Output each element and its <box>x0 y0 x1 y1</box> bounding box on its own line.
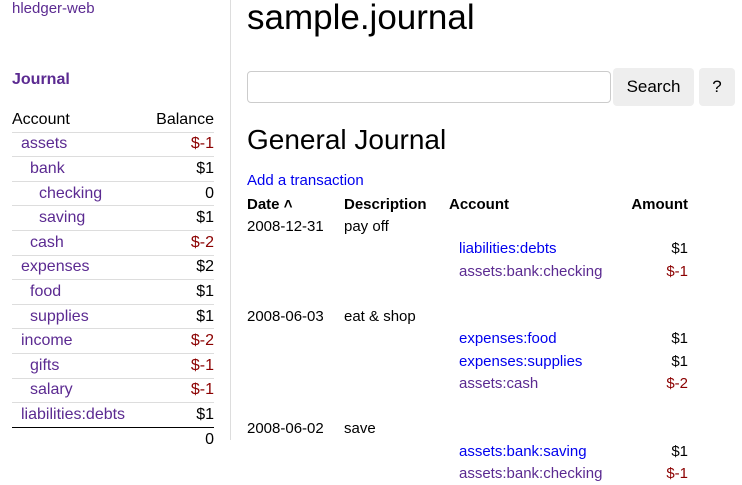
posting-row: expenses:food $1 <box>247 328 688 351</box>
account-link[interactable]: saving <box>39 209 85 226</box>
account-link[interactable]: liabilities:debts <box>21 406 125 423</box>
page-title: sample.journal <box>247 0 475 38</box>
total-balance: 0 <box>146 427 214 451</box>
account-row: gifts $-1 <box>12 353 214 378</box>
account-row: liabilities:debts $1 <box>12 403 214 428</box>
account-row: assets $-1 <box>12 132 214 157</box>
posting-amount: $1 <box>614 350 688 373</box>
journal-link[interactable]: Journal <box>12 71 70 89</box>
account-row: bank $1 <box>12 157 214 182</box>
journal-heading: General Journal <box>247 124 446 156</box>
account-row: supplies $1 <box>12 304 214 329</box>
posting-account-link[interactable]: assets:bank:checking <box>459 263 602 280</box>
posting-amount: $1 <box>614 238 688 261</box>
account-balance: $-1 <box>146 378 214 403</box>
spacer-row <box>247 283 688 306</box>
search-input[interactable] <box>247 71 611 103</box>
account-row: cash $-2 <box>12 230 214 255</box>
transaction-date: 2008-06-02 <box>247 418 344 441</box>
posting-row: assets:cash $-2 <box>247 373 688 396</box>
account-balance: $1 <box>146 280 214 305</box>
account-link[interactable]: gifts <box>30 357 59 374</box>
spacer-row <box>247 395 688 418</box>
date-header[interactable]: Date ˄ <box>247 194 344 215</box>
account-balance: $1 <box>146 206 214 231</box>
account-row: saving $1 <box>12 206 214 231</box>
total-label <box>12 427 146 451</box>
balance-header: Balance <box>146 108 214 132</box>
account-link[interactable]: checking <box>39 185 102 202</box>
account-row: expenses $2 <box>12 255 214 280</box>
account-row: salary $-1 <box>12 378 214 403</box>
posting-amount: $1 <box>614 328 688 351</box>
account-link[interactable]: assets <box>21 135 67 152</box>
transaction-description: pay off <box>344 215 688 238</box>
posting-account-link[interactable]: assets:bank:checking <box>459 465 602 482</box>
total-row: 0 <box>12 427 214 451</box>
posting-account-link[interactable]: assets:cash <box>459 375 538 392</box>
account-link[interactable]: food <box>30 283 61 300</box>
account-balance: $2 <box>146 255 214 280</box>
account-link[interactable]: cash <box>30 234 64 251</box>
posting-row: assets:bank:saving $1 <box>247 440 688 463</box>
account-row: income $-2 <box>12 329 214 354</box>
posting-row: expenses:supplies $1 <box>247 350 688 373</box>
account-balance: $1 <box>146 157 214 182</box>
amount-header: Amount <box>614 194 688 215</box>
transaction-description: eat & shop <box>344 305 688 328</box>
transaction-description: save <box>344 418 688 441</box>
help-button[interactable]: ? <box>699 68 735 106</box>
date-header-label: Date <box>247 196 280 213</box>
posting-amount: $-1 <box>614 260 688 283</box>
accounts-table: Account Balance assets $-1 bank $1 checking 0… <box>12 108 214 451</box>
chevron-up-icon: ˄ <box>284 196 293 213</box>
posting-row: assets:bank:checking $-1 <box>247 463 688 485</box>
add-transaction-link[interactable]: Add a transaction <box>247 172 364 189</box>
account-balance: $1 <box>146 304 214 329</box>
account-balance: $-1 <box>146 132 214 157</box>
posting-account-link[interactable]: assets:bank:saving <box>459 443 587 460</box>
posting-account-link[interactable]: expenses:food <box>459 330 557 347</box>
account-header: Account <box>449 194 614 215</box>
account-balance: 0 <box>146 181 214 206</box>
account-link[interactable]: bank <box>30 160 65 177</box>
account-link[interactable]: expenses <box>21 258 90 275</box>
posting-account-link[interactable]: liabilities:debts <box>459 240 557 257</box>
account-balance: $1 <box>146 403 214 428</box>
account-row: checking 0 <box>12 181 214 206</box>
journal-table: Date ˄ Description Account Amount 2008-1… <box>247 194 688 485</box>
account-balance: $-2 <box>146 329 214 354</box>
account-link[interactable]: supplies <box>30 308 89 325</box>
brand-link[interactable]: hledger-web <box>12 0 95 17</box>
posting-amount: $-1 <box>614 463 688 485</box>
sidebar: hledger-web Journal Account Balance asse… <box>0 0 231 440</box>
posting-account-link[interactable]: expenses:supplies <box>459 353 582 370</box>
account-link[interactable]: income <box>21 332 73 349</box>
posting-row: assets:bank:checking $-1 <box>247 260 688 283</box>
account-balance: $-2 <box>146 230 214 255</box>
account-link[interactable]: salary <box>30 381 73 398</box>
account-row: food $1 <box>12 280 214 305</box>
account-header: Account <box>12 108 146 132</box>
posting-row: liabilities:debts $1 <box>247 238 688 261</box>
posting-amount: $1 <box>614 440 688 463</box>
search-button[interactable]: Search <box>613 68 694 106</box>
description-header: Description <box>344 194 449 215</box>
account-balance: $-1 <box>146 353 214 378</box>
transaction-date: 2008-06-03 <box>247 305 344 328</box>
posting-amount: $-2 <box>614 373 688 396</box>
transaction-date: 2008-12-31 <box>247 215 344 238</box>
